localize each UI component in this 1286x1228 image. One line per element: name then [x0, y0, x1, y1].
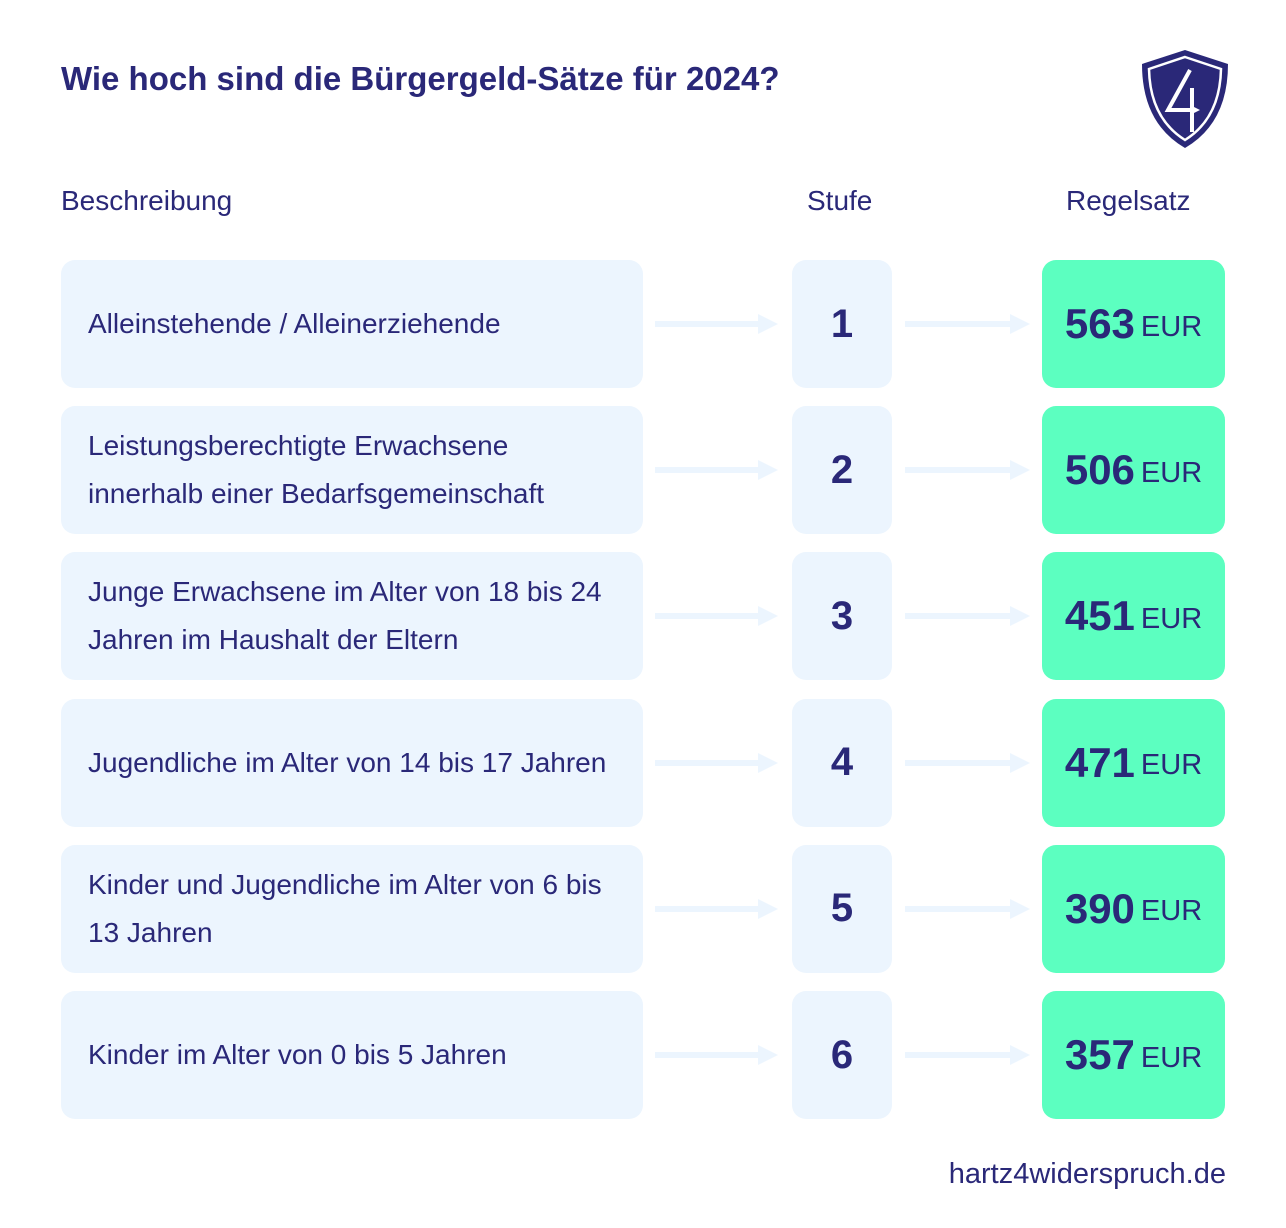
description-text: Junge Erwachsene im Alter von 18 bis 24 … [88, 576, 602, 656]
rate-amount: 506 [1064, 446, 1135, 494]
rate-amount: 357 [1064, 1031, 1135, 1078]
arrow-right-icon [905, 898, 1030, 919]
table-row: Alleinstehende / Alleinerziehende 1 563 E… [0, 260, 1286, 388]
row-rate: 506 EUR [1042, 406, 1225, 535]
row-description: Kinder und Jugendliche im Alter von 6 bi… [61, 844, 643, 973]
rate-currency: EUR [1140, 749, 1203, 782]
header-description: Beschreibung [61, 185, 233, 216]
arrow-right-icon [905, 1045, 1030, 1065]
rate-currency: EUR [1140, 895, 1203, 928]
arrow-right-icon [905, 314, 1030, 334]
table-row: Jugendliche im Alter von 14 bis 17 Jahre… [0, 698, 1286, 827]
row-level: 1 [792, 260, 892, 388]
arrow-right-icon [655, 898, 778, 919]
row-level: 5 [792, 844, 892, 973]
row-level: 3 [792, 552, 892, 681]
row-level: 4 [792, 698, 892, 827]
row-level: 6 [792, 991, 892, 1119]
arrow-right-icon [655, 314, 778, 334]
description-text: Kinder und Jugendliche im Alter von 6 bi… [88, 868, 602, 948]
footer-source: hartz4widerspruch.de [948, 1158, 1226, 1190]
rate-currency: EUR [1140, 310, 1203, 343]
rate-currency: EUR [1140, 456, 1203, 489]
rate-currency: EUR [1140, 1041, 1203, 1074]
row-rate: 390 EUR [1042, 844, 1225, 973]
row-rate: 357 EUR [1042, 991, 1225, 1119]
description-text: Alleinstehende / Alleinerziehende [88, 308, 501, 339]
rate-amount: 451 [1064, 592, 1135, 640]
arrow-right-icon [655, 460, 778, 481]
row-description: Kinder im Alter von 0 bis 5 Jahren [61, 991, 643, 1119]
description-text: Jugendliche im Alter von 14 bis 17 Jahre… [88, 746, 607, 778]
page-title: Wie hoch sind die Bürgergeld-Sätze für 2… [61, 60, 780, 97]
header-level: Stufe [807, 185, 873, 216]
arrow-right-icon [655, 1045, 778, 1065]
row-rate: 563 EUR [1042, 260, 1225, 388]
rate-amount: 390 [1064, 884, 1135, 932]
rate-currency: EUR [1140, 602, 1203, 635]
description-text: Kinder im Alter von 0 bis 5 Jahren [88, 1039, 507, 1070]
arrow-right-icon [905, 460, 1030, 481]
table-row: Kinder im Alter von 0 bis 5 Jahren 6 357… [0, 991, 1286, 1119]
header-rate: Regelsatz [1066, 185, 1191, 216]
rate-amount: 563 [1064, 300, 1135, 347]
row-level: 2 [792, 406, 892, 535]
table-row: Leistungsberechtigte Erwachsene innerhal… [0, 406, 1286, 535]
table-row: Kinder und Jugendliche im Alter von 6 bi… [0, 844, 1286, 973]
arrow-right-icon [905, 606, 1030, 627]
row-rate: 471 EUR [1042, 698, 1225, 827]
row-description: Jugendliche im Alter von 14 bis 17 Jahre… [61, 698, 643, 827]
arrow-right-icon [655, 606, 778, 627]
arrow-right-icon [905, 752, 1030, 773]
row-description: Alleinstehende / Alleinerziehende [61, 260, 643, 388]
row-description: Leistungsberechtigte Erwachsene innerhal… [61, 406, 643, 535]
rate-amount: 471 [1064, 738, 1135, 786]
shield-4-arrow-icon [1142, 50, 1228, 148]
row-rate: 451 EUR [1042, 552, 1225, 681]
row-description: Junge Erwachsene im Alter von 18 bis 24 … [61, 552, 643, 681]
description-text: Leistungsberechtigte Erwachsene innerhal… [88, 430, 545, 510]
table-row: Junge Erwachsene im Alter von 18 bis 24 … [0, 552, 1286, 681]
arrow-right-icon [655, 752, 778, 773]
